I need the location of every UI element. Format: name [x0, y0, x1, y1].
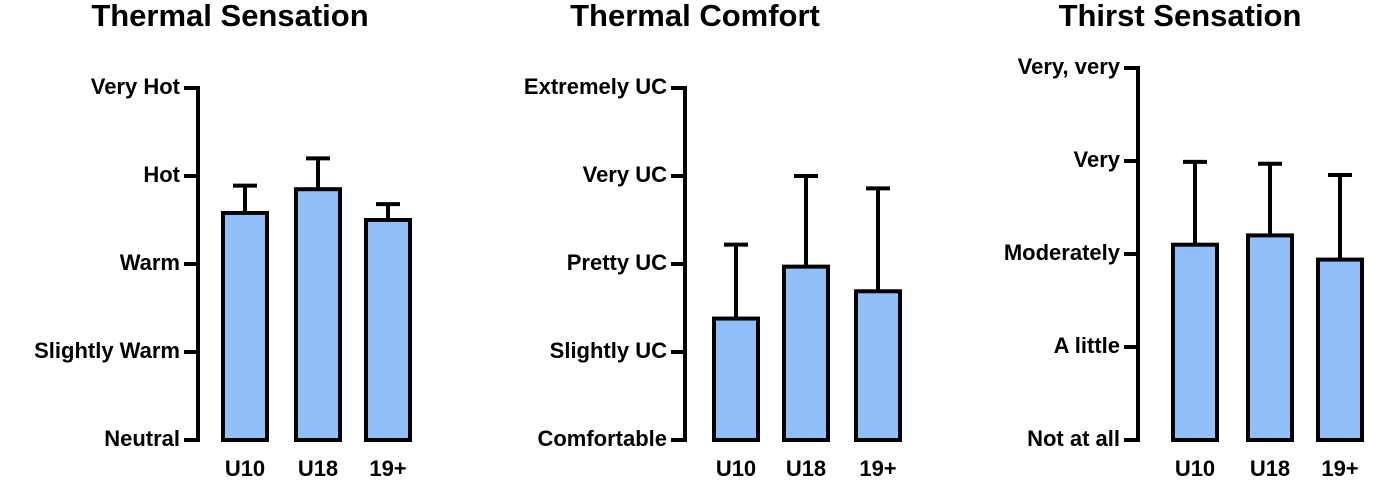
x-tick-label: 19+	[859, 456, 896, 481]
y-tick-label: Neutral	[104, 426, 180, 451]
y-tick-label: Slightly UC	[550, 338, 667, 363]
x-tick-label: U10	[716, 456, 756, 481]
y-tick-label: Very UC	[583, 162, 667, 187]
y-tick-label: Slightly Warm	[34, 338, 180, 363]
y-tick-label: Very, very	[1018, 54, 1121, 79]
bar	[1171, 242, 1219, 442]
chart-title: Thirst Sensation	[1059, 0, 1302, 33]
x-tick-label: 19+	[369, 456, 406, 481]
chart-title: Thermal Sensation	[91, 0, 368, 33]
y-tick-label: Hot	[143, 162, 180, 187]
bar	[1246, 233, 1294, 442]
x-tick-label: 19+	[1321, 456, 1358, 481]
y-tick-label: Comfortable	[537, 426, 667, 451]
x-tick-label: U18	[786, 456, 826, 481]
y-tick-label: Warm	[120, 250, 180, 275]
chart-title: Thermal Comfort	[570, 0, 820, 33]
y-tick-label: A little	[1054, 333, 1120, 358]
y-tick-label: Pretty UC	[567, 250, 667, 275]
bar	[364, 218, 412, 442]
bar	[712, 316, 760, 442]
bar	[294, 187, 342, 442]
x-tick-label: U18	[298, 456, 338, 481]
y-tick-label: Extremely UC	[524, 74, 667, 99]
bar	[221, 210, 269, 442]
y-tick-label: Not at all	[1027, 426, 1120, 451]
y-tick-label: Very Hot	[91, 74, 181, 99]
bar	[1316, 257, 1364, 442]
x-tick-label: U18	[1250, 456, 1290, 481]
y-tick-label: Very	[1074, 147, 1121, 172]
bar	[782, 264, 830, 443]
x-tick-label: U10	[1175, 456, 1215, 481]
x-tick-label: U10	[225, 456, 265, 481]
bar	[854, 289, 902, 442]
y-tick-label: Moderately	[1004, 240, 1121, 265]
